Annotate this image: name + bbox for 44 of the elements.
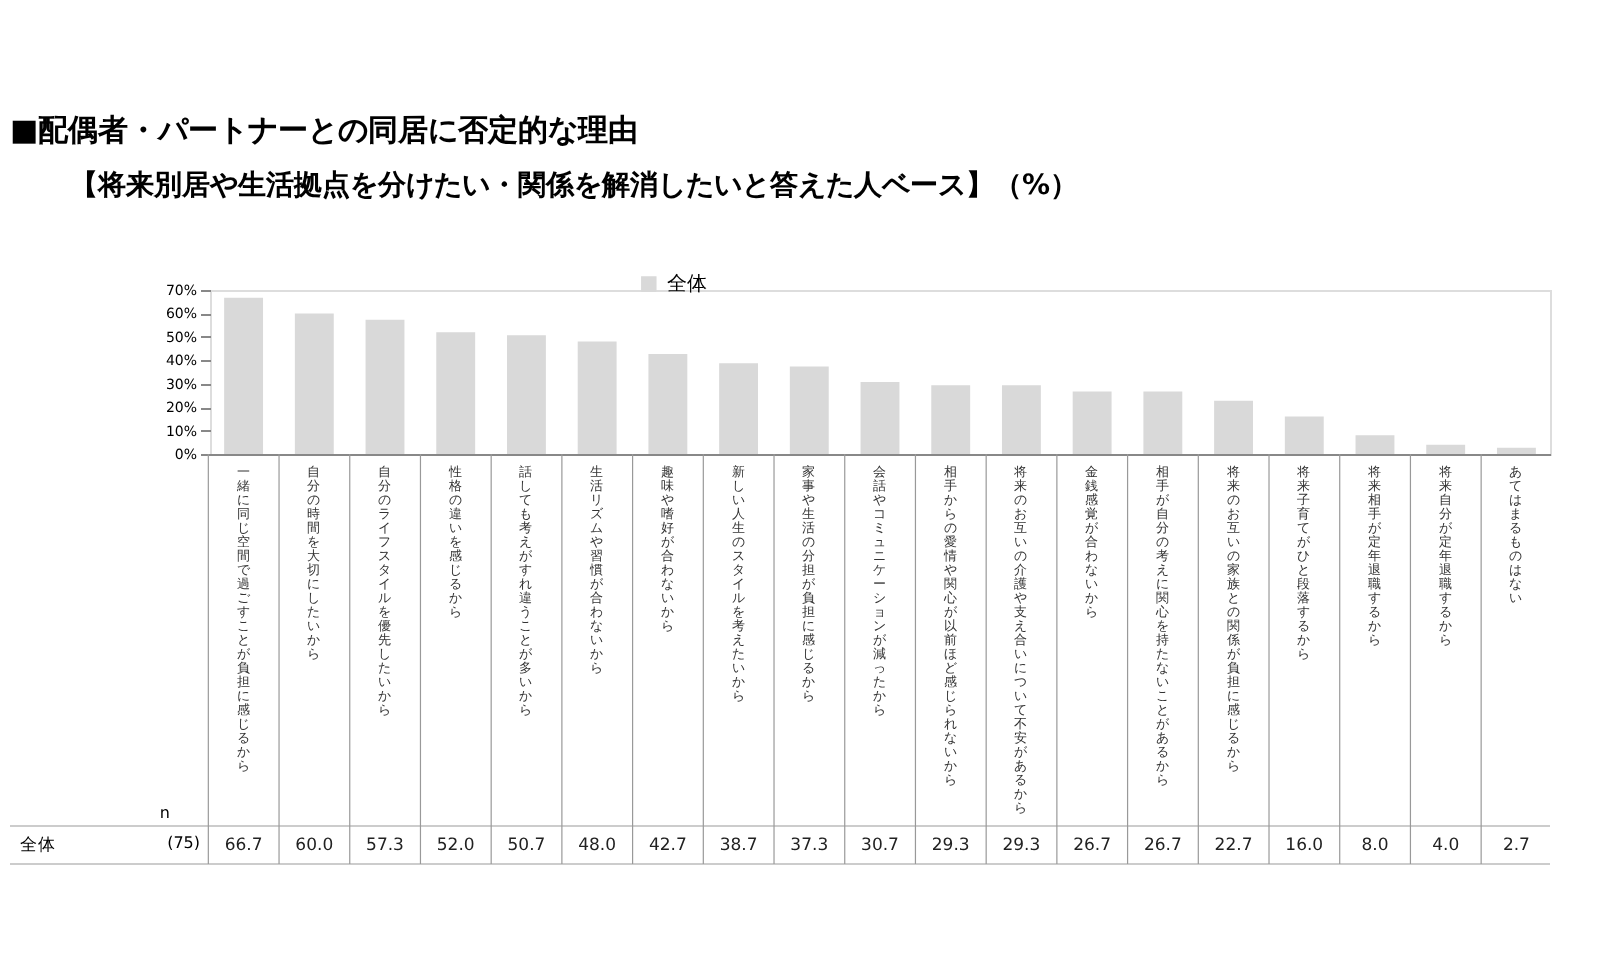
legend-label: 全体 — [666, 272, 707, 296]
bar — [1001, 385, 1041, 454]
data-label: 16.0 — [1285, 836, 1324, 856]
bar — [365, 319, 405, 454]
bar — [436, 332, 476, 454]
bar — [294, 313, 334, 454]
data-label: 29.3 — [931, 836, 970, 856]
data-label: 26.7 — [1073, 836, 1112, 856]
chart-subtitle: 【将来別居や生活拠点を分けたい・関係を解消したいと答えた人ベース】（%） — [70, 170, 1079, 202]
bar — [577, 341, 617, 454]
data-label: 42.7 — [648, 836, 687, 856]
bar — [1355, 435, 1395, 454]
data-label: 26.7 — [1143, 836, 1182, 856]
bar — [1072, 391, 1112, 454]
bar — [789, 366, 829, 454]
data-label: 8.0 — [1361, 836, 1389, 856]
bar — [860, 382, 900, 454]
bar — [224, 297, 264, 454]
data-label: 22.7 — [1214, 836, 1253, 856]
data-label: 66.7 — [224, 836, 263, 856]
bar — [648, 353, 688, 454]
data-label: 52.0 — [436, 836, 475, 856]
data-label: 29.3 — [1002, 836, 1041, 856]
text: n — [159, 804, 170, 822]
bar — [719, 363, 759, 454]
text: 全体 — [20, 836, 56, 856]
text: (75) — [167, 834, 200, 852]
bar — [931, 385, 971, 454]
data-label: 60.0 — [295, 836, 334, 856]
bar — [1496, 447, 1536, 454]
data-label: 30.7 — [861, 836, 899, 856]
data-label: 2.7 — [1502, 836, 1530, 856]
chart-title: ■配偶者・パートナーとの同居に否定的な理由 — [10, 112, 639, 148]
data-label: 57.3 — [366, 836, 404, 856]
data-label: 37.3 — [790, 836, 829, 856]
data-label: 4.0 — [1432, 836, 1460, 856]
data-label: 50.7 — [507, 836, 546, 856]
bar — [1284, 416, 1324, 454]
data-label: 38.7 — [719, 836, 758, 856]
bar — [1214, 400, 1254, 454]
data-label: 48.0 — [578, 836, 617, 856]
bar — [1143, 391, 1183, 454]
bar — [1426, 444, 1466, 454]
bar — [506, 335, 546, 454]
